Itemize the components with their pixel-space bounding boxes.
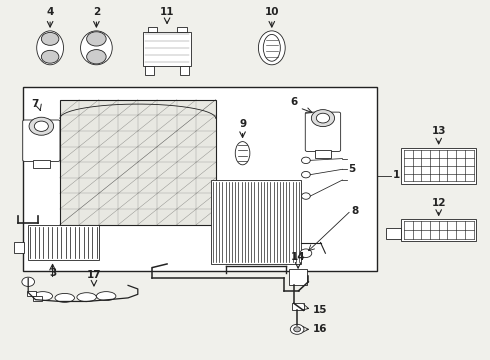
Text: 11: 11: [160, 7, 174, 17]
Bar: [386, 228, 401, 239]
Circle shape: [300, 249, 312, 257]
Bar: [60, 100, 216, 225]
Bar: [177, 27, 187, 32]
Text: 12: 12: [431, 198, 446, 208]
Bar: [24, 87, 376, 271]
Bar: [211, 180, 301, 264]
Bar: [27, 291, 36, 296]
FancyBboxPatch shape: [305, 112, 341, 152]
Text: 6: 6: [290, 97, 297, 107]
Bar: [292, 303, 304, 310]
Bar: [147, 27, 157, 32]
Circle shape: [290, 324, 304, 334]
Text: 10: 10: [265, 8, 279, 18]
Bar: [289, 269, 307, 285]
Circle shape: [87, 50, 106, 64]
Bar: [143, 32, 192, 66]
Text: 7: 7: [31, 99, 38, 109]
Bar: [401, 148, 476, 184]
Circle shape: [301, 157, 310, 163]
Text: 13: 13: [431, 126, 446, 136]
Circle shape: [41, 50, 59, 63]
Circle shape: [87, 32, 106, 46]
Circle shape: [311, 109, 335, 127]
Ellipse shape: [258, 31, 285, 65]
Circle shape: [301, 171, 310, 178]
Text: 14: 14: [291, 252, 305, 262]
Bar: [401, 219, 476, 241]
Bar: [315, 150, 331, 158]
Bar: [145, 66, 154, 75]
Circle shape: [317, 113, 330, 123]
Ellipse shape: [263, 35, 280, 61]
Ellipse shape: [37, 31, 64, 65]
Ellipse shape: [97, 292, 116, 301]
Bar: [28, 225, 99, 260]
Text: 8: 8: [351, 206, 359, 216]
Ellipse shape: [235, 141, 250, 165]
Bar: [14, 242, 24, 253]
Text: 4: 4: [47, 8, 54, 18]
Circle shape: [34, 121, 49, 131]
Text: 16: 16: [313, 324, 328, 334]
Circle shape: [294, 327, 300, 332]
Bar: [32, 296, 42, 301]
Text: 1: 1: [392, 170, 400, 180]
Circle shape: [41, 32, 59, 45]
Ellipse shape: [33, 292, 52, 301]
Circle shape: [22, 277, 34, 287]
Circle shape: [29, 117, 53, 135]
Text: 5: 5: [348, 164, 356, 174]
Bar: [32, 160, 50, 168]
Text: 17: 17: [87, 270, 101, 280]
Text: 9: 9: [239, 119, 246, 129]
Ellipse shape: [80, 31, 112, 65]
Text: 2: 2: [93, 8, 100, 18]
Bar: [180, 66, 189, 75]
Circle shape: [301, 193, 310, 199]
Text: 3: 3: [49, 267, 56, 278]
Text: 15: 15: [313, 305, 328, 315]
FancyBboxPatch shape: [23, 120, 60, 161]
Ellipse shape: [55, 293, 74, 302]
Ellipse shape: [77, 293, 97, 302]
